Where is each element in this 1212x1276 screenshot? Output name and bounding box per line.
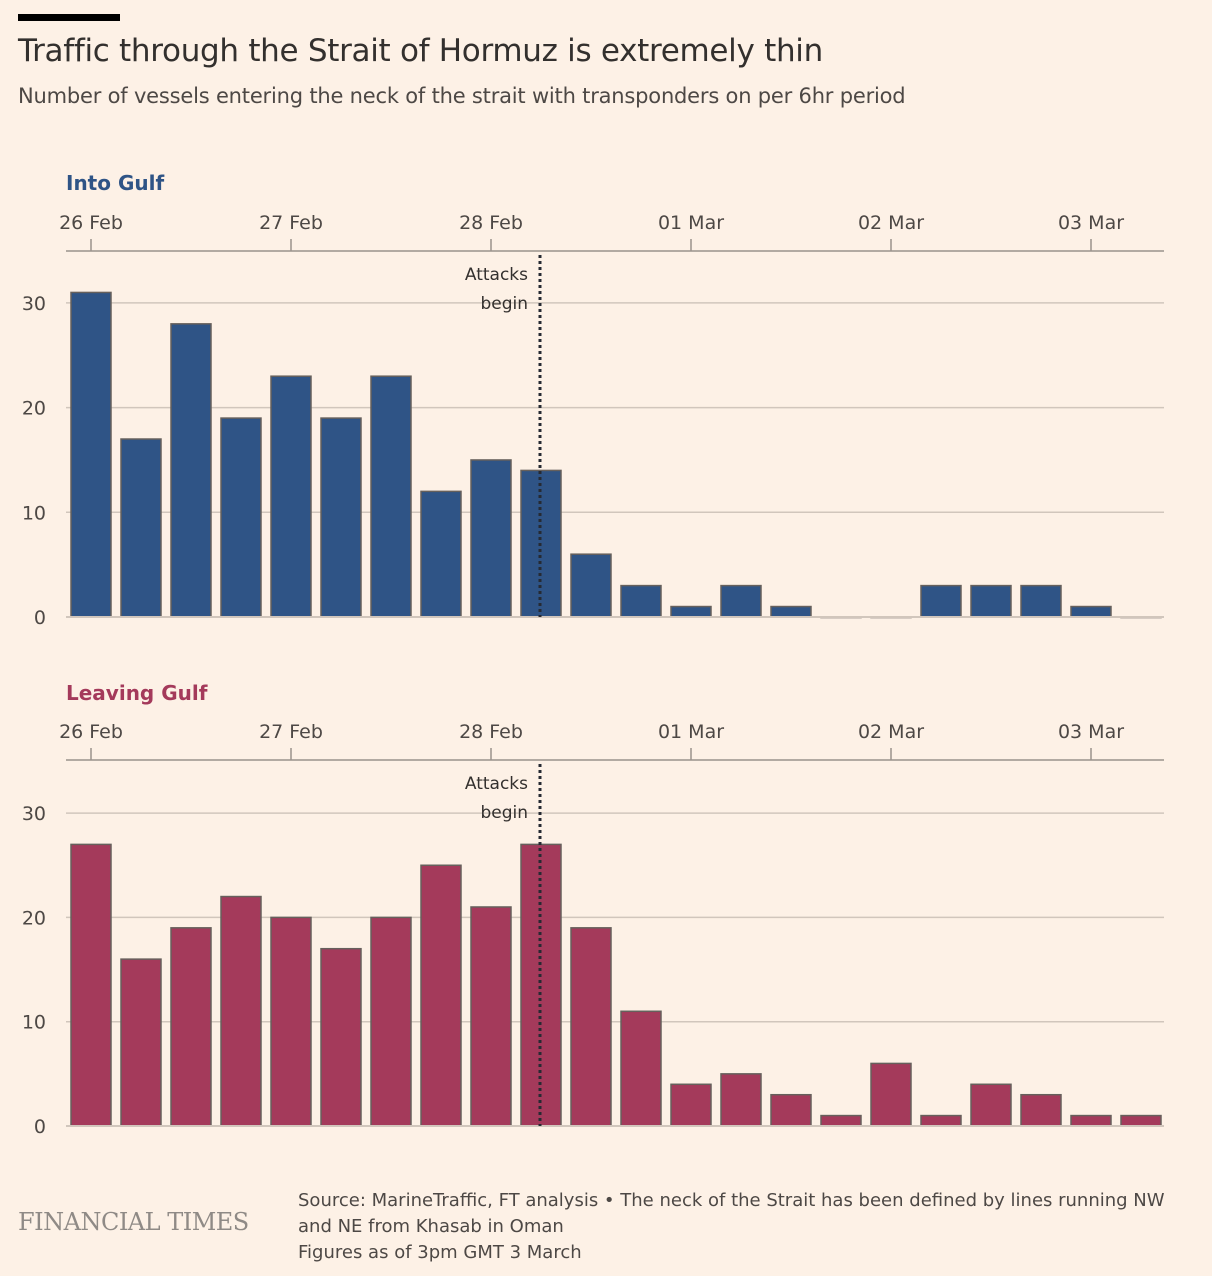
bar [320,417,362,618]
bar [120,958,162,1127]
x-tick-label: 02 Mar [858,212,924,234]
bar [70,843,112,1127]
chart-panel-into-gulf: Into Gulf 0 10 20 30 26 Feb 27 Feb 28 Feb 01 Mar… [22,171,1164,629]
bar [670,605,712,618]
y-tick-label: 0 [34,607,46,629]
annotation-label: begin [480,803,528,823]
bar [470,459,512,618]
x-tick-label: 28 Feb [459,721,523,743]
bar [970,1083,1012,1127]
chart-subtitle: Number of vessels entering the neck of t… [18,84,906,108]
bar [70,291,112,618]
x-tick-label: 28 Feb [459,212,523,234]
source-line-1: Source: MarineTraffic, FT analysis • The… [298,1190,1165,1211]
bar [370,916,412,1127]
bar [220,417,262,618]
panel-title: Leaving Gulf [66,681,208,705]
bar [170,927,212,1127]
y-tick-label: 0 [34,1116,46,1138]
x-tick-label: 01 Mar [658,721,724,743]
bar [370,375,412,618]
y-tick-label: 30 [22,293,46,315]
y-tick-label: 10 [22,1012,46,1034]
bar [270,916,312,1127]
annotation-label: begin [480,294,528,314]
bar [570,927,612,1127]
x-tick-label: 26 Feb [59,212,123,234]
source-note: Source: MarineTraffic, FT analysis • The… [298,1188,1198,1266]
x-tick-label: 27 Feb [259,212,323,234]
bar [170,323,212,618]
bar [920,1114,962,1127]
x-tick-label: 01 Mar [658,212,724,234]
bar [620,584,662,618]
y-tick-label: 20 [22,398,46,420]
annotation-label: Attacks [465,774,528,794]
bar [270,375,312,618]
bar [770,1093,812,1127]
bar [970,584,1012,618]
ft-accent-bar [18,14,120,21]
x-tick-label: 26 Feb [59,721,123,743]
y-tick-label: 10 [22,502,46,524]
y-tick-label: 20 [22,907,46,929]
annotation-label: Attacks [465,265,528,285]
bar [120,438,162,618]
bar [620,1010,662,1127]
bar [1070,605,1112,618]
bar [670,1083,712,1127]
chart-title: Traffic through the Strait of Hormuz is … [18,33,823,69]
ft-logo: FINANCIAL TIMES [18,1208,249,1236]
source-line-3: Figures as of 3pm GMT 3 March [298,1242,582,1263]
bar [470,906,512,1127]
y-tick-label: 30 [22,803,46,825]
bar [570,553,612,618]
bar [1120,1114,1162,1127]
x-tick-label: 27 Feb [259,721,323,743]
bar [220,895,262,1127]
bar [870,1062,912,1127]
bar [720,584,762,618]
bar [420,864,462,1127]
bar [820,1114,862,1127]
x-tick-label: 03 Mar [1058,212,1124,234]
bar [1020,584,1062,618]
bar [420,490,462,618]
x-tick-label: 03 Mar [1058,721,1124,743]
chart-panel-leaving-gulf: Leaving Gulf 0 10 20 30 26 Feb 27 Feb 28 Feb 01 … [22,681,1164,1138]
x-tick-label: 02 Mar [858,721,924,743]
bar [920,584,962,618]
bar [770,605,812,618]
bar [720,1073,762,1127]
bar [1070,1114,1112,1127]
bar [1020,1093,1062,1127]
panel-title: Into Gulf [66,171,164,195]
bar [320,947,362,1127]
source-line-2: and NE from Khasab in Oman [298,1216,564,1237]
